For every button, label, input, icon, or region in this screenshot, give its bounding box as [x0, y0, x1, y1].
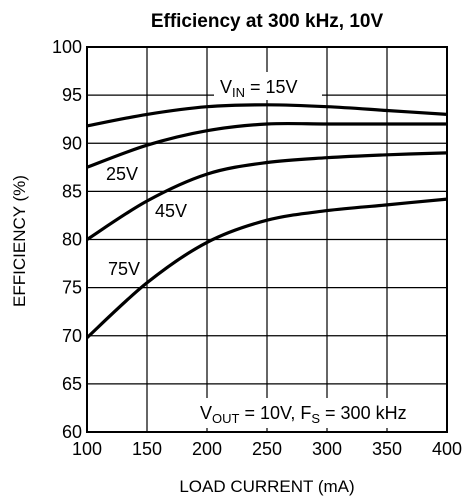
conditions-annotation: VOUT = 10V, FS = 300 kHz	[200, 403, 407, 426]
y-tick-label-3: 75	[62, 278, 82, 298]
y-tick-label-1: 65	[62, 374, 82, 394]
series-label-45v: 45V	[155, 201, 187, 221]
series-label-15v: VIN = 15V	[220, 77, 298, 100]
series-line-1	[86, 121, 447, 169]
y-tick-label-7: 95	[62, 85, 82, 105]
x-tick-label-2: 200	[192, 439, 222, 459]
y-tick-label-6: 90	[62, 133, 82, 153]
y-tick-label-2: 70	[62, 326, 82, 346]
x-tick-label-4: 300	[312, 439, 342, 459]
chart-title: Efficiency at 300 kHz, 10V	[151, 11, 384, 32]
x-tick-labels: 100 150 200 250 300 350 400	[72, 439, 462, 459]
x-tick-label-5: 350	[372, 439, 402, 459]
y-tick-labels: 60 65 70 75 80 85 90 95 100	[52, 37, 82, 442]
series-label-25v: 25V	[106, 164, 138, 184]
series-line-3	[85, 197, 448, 339]
vin-label-background	[214, 72, 322, 100]
x-tick-label-0: 100	[72, 439, 102, 459]
x-tick-label-3: 250	[252, 439, 282, 459]
y-tick-label-8: 100	[52, 37, 82, 57]
x-tick-label-6: 400	[432, 439, 462, 459]
x-axis-label: LOAD CURRENT (mA)	[179, 477, 354, 496]
y-axis-label: EFFICIENCY (%)	[10, 175, 29, 307]
series-line-0	[86, 103, 448, 128]
y-tick-label-0: 60	[62, 422, 82, 442]
series-label-75v: 75V	[108, 259, 140, 279]
x-tick-label-1: 150	[132, 439, 162, 459]
y-tick-label-4: 80	[62, 230, 82, 250]
y-tick-label-5: 85	[62, 181, 82, 201]
conditions-background	[196, 398, 446, 428]
series-lines	[85, 103, 448, 339]
series-line-2	[86, 151, 448, 241]
